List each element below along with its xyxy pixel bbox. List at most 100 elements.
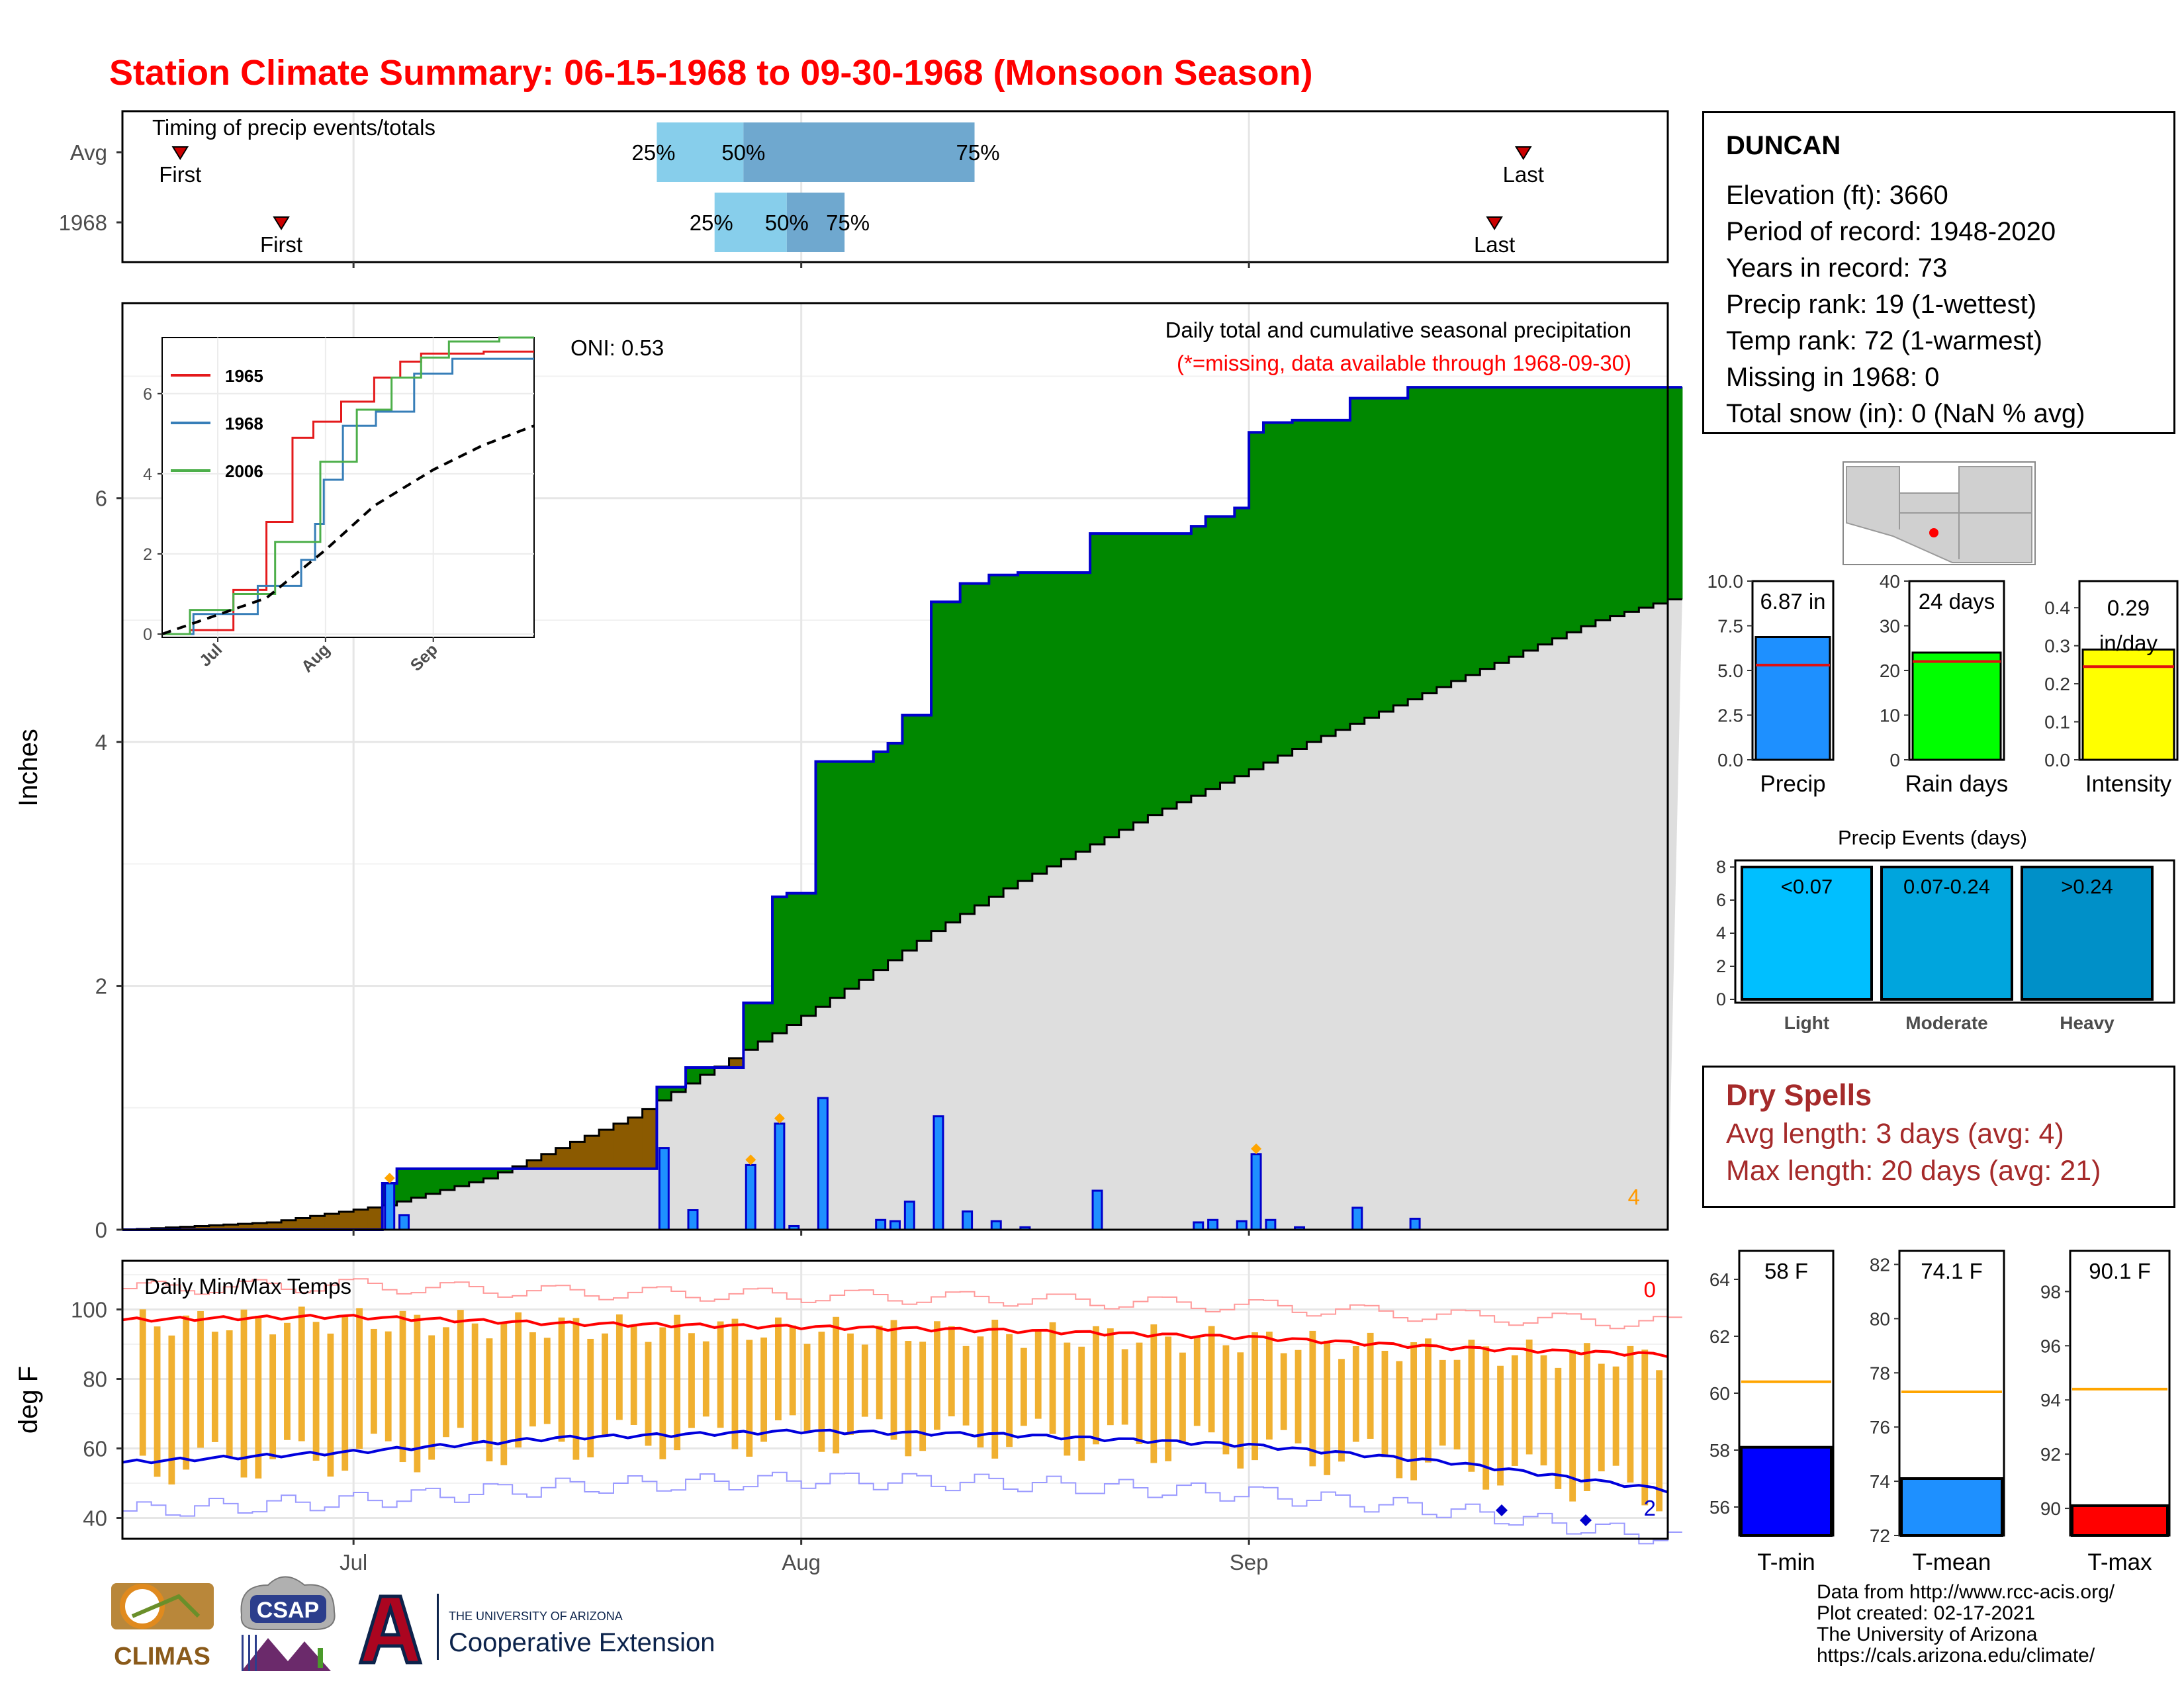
dry-spells-box: Dry Spells Avg length: 3 days (avg: 4) M… bbox=[1702, 1066, 2175, 1208]
timing-panel: Timing of precip events/totals 25% 50% 75%… bbox=[59, 110, 1669, 263]
daily-temp-bar bbox=[1612, 1366, 1619, 1466]
daily-temp-bar bbox=[1324, 1340, 1331, 1475]
surplus-area bbox=[1133, 533, 1148, 823]
summary-bar-value: 24 days bbox=[1919, 589, 1995, 614]
month-tick-label: Sep bbox=[1230, 1550, 1269, 1575]
daily-temp-bar bbox=[269, 1334, 277, 1459]
temp-bar-tick-label: 98 bbox=[2040, 1281, 2061, 1302]
timing-q50-q75-bar bbox=[743, 122, 975, 182]
temp-bar-tick-label: 94 bbox=[2040, 1390, 2061, 1410]
daily-temp-bar bbox=[139, 1309, 146, 1456]
daily-temp-bar bbox=[226, 1330, 233, 1459]
daily-temp-bar bbox=[1439, 1359, 1446, 1446]
temp-y-tick-label: 80 bbox=[83, 1367, 107, 1392]
inset-legend-label: 2006 bbox=[225, 461, 263, 481]
timing-last-label: Last bbox=[1503, 162, 1544, 187]
surplus-area bbox=[1148, 533, 1163, 815]
daily-temp-bar bbox=[356, 1308, 363, 1449]
surplus-area bbox=[483, 1168, 498, 1179]
deficit-area bbox=[223, 1224, 239, 1230]
daily-temp-bar bbox=[876, 1326, 883, 1420]
surplus-area bbox=[1610, 387, 1625, 616]
daily-precip-bar bbox=[398, 1214, 410, 1231]
temp-bar-tick-label: 76 bbox=[1870, 1417, 1890, 1438]
surplus-area bbox=[1379, 398, 1394, 712]
surplus-area bbox=[1537, 387, 1553, 645]
timing-q25-label: 25% bbox=[631, 140, 675, 165]
tmax-record-count: 0 bbox=[1644, 1277, 1656, 1302]
events-bar bbox=[1880, 866, 2013, 1001]
surplus-area bbox=[1249, 432, 1264, 770]
daily-temp-bar bbox=[775, 1317, 782, 1421]
daily-temp-bar bbox=[284, 1322, 291, 1440]
summary-bar-tick-label: 0 bbox=[1889, 750, 1900, 770]
daily-temp-bar bbox=[991, 1319, 999, 1459]
daily-precip-bar bbox=[384, 1182, 396, 1231]
inset-series-line bbox=[162, 357, 534, 635]
daily-precip-bar bbox=[1265, 1218, 1277, 1231]
deficit-area bbox=[613, 1123, 629, 1169]
summary-bar-tick-label: 20 bbox=[1880, 661, 1900, 681]
daily-temp-bar bbox=[1237, 1352, 1244, 1469]
surplus-area bbox=[1118, 533, 1134, 830]
temp-summary-bar bbox=[1900, 1477, 2003, 1537]
surplus-area bbox=[945, 602, 961, 923]
summary-bar-tick-label: 0.0 bbox=[1717, 750, 1743, 770]
summary-bar-tick-label: 0.2 bbox=[2044, 674, 2070, 694]
daily-temp-bar bbox=[1150, 1324, 1158, 1463]
surplus-area bbox=[1552, 387, 1567, 639]
dry-spells-title: Dry Spells bbox=[1726, 1078, 1872, 1112]
daily-temp-bar bbox=[443, 1327, 449, 1438]
daily-temp-bar bbox=[1107, 1328, 1114, 1426]
events-category-label: Light bbox=[1784, 1013, 1829, 1033]
temp-bar-value: 90.1 F bbox=[2089, 1259, 2151, 1283]
surplus-area bbox=[1003, 574, 1019, 889]
temp-bar-tick-label: 62 bbox=[1709, 1326, 1730, 1347]
deficit-area bbox=[627, 1117, 643, 1169]
daily-temp-bar bbox=[688, 1333, 695, 1428]
deficit-area bbox=[367, 1207, 383, 1230]
inset-y-tick-label: 6 bbox=[143, 385, 152, 404]
daily-temp-bar bbox=[1064, 1342, 1071, 1456]
surplus-area bbox=[1595, 387, 1611, 620]
surplus-area bbox=[743, 1003, 758, 1050]
page-title: Station Climate Summary: 06-15-1968 to 0… bbox=[109, 53, 1313, 93]
surplus-area bbox=[1177, 533, 1192, 803]
temp-y-tick-label: 60 bbox=[83, 1437, 107, 1461]
events-category-label: Moderate bbox=[1905, 1013, 1987, 1033]
temp-y-ticks: 40 60 80 100 bbox=[71, 1298, 122, 1531]
deficit-area bbox=[295, 1218, 311, 1230]
daily-temp-bar bbox=[558, 1317, 565, 1442]
surplus-area bbox=[1191, 526, 1206, 796]
surplus-area bbox=[657, 1087, 672, 1101]
daily-temp-bar bbox=[833, 1316, 840, 1453]
daily-precip-bar bbox=[1409, 1217, 1421, 1231]
temp-bar-tick-label: 92 bbox=[2040, 1444, 2061, 1465]
surplus-area bbox=[1349, 398, 1365, 724]
deficit-area bbox=[642, 1109, 658, 1169]
daily-precip-bar bbox=[687, 1209, 699, 1231]
summary-bar-tick-label: 2.5 bbox=[1717, 706, 1743, 726]
temp-bar-value: 74.1 F bbox=[1921, 1259, 1983, 1283]
summary-bar-tick-label: 0.1 bbox=[2044, 712, 2070, 733]
temp-bar-tick-label: 82 bbox=[1870, 1254, 1890, 1275]
daily-temp-bar bbox=[890, 1320, 897, 1440]
deficit-area bbox=[281, 1220, 296, 1230]
surplus-area bbox=[974, 583, 989, 905]
summary-bar bbox=[1754, 636, 1831, 761]
station-temp-rank: Temp rank: 72 (1-warmest) bbox=[1726, 326, 2042, 355]
daily-temp-bar bbox=[731, 1318, 739, 1449]
climas-logo: CLIMAS bbox=[111, 1583, 214, 1670]
surplus-area bbox=[1567, 387, 1582, 633]
surplus-area bbox=[815, 761, 831, 1007]
daily-temp-bar bbox=[572, 1318, 580, 1460]
station-info-box: DUNCAN Elevation (ft): 3660 Period of re… bbox=[1702, 111, 2175, 434]
daily-temp-bar bbox=[962, 1346, 970, 1426]
daily-temp-bar bbox=[240, 1309, 248, 1478]
precip-y-label: Inches bbox=[14, 729, 43, 807]
summary-bar-tick-label: 7.5 bbox=[1717, 616, 1743, 637]
extreme-day-marker bbox=[384, 1173, 395, 1183]
daily-temp-bar bbox=[385, 1331, 392, 1441]
surplus-area bbox=[1451, 387, 1467, 682]
surplus-area bbox=[1277, 422, 1293, 756]
